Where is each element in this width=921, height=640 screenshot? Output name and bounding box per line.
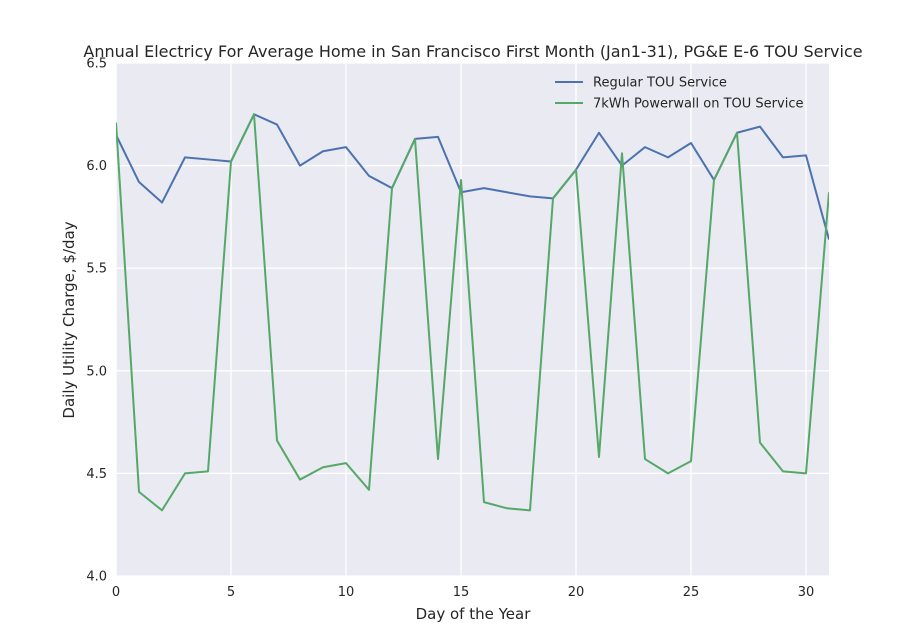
x-tick-label: 0 — [112, 585, 120, 600]
y-tick-label: 5.0 — [86, 364, 107, 379]
series-line-2 — [116, 113, 829, 512]
y-tick-label: 4.0 — [86, 570, 107, 585]
x-axis-label: Day of the Year — [416, 605, 532, 623]
x-tick-labels: 0 5 10 15 20 25 30 — [112, 585, 814, 600]
grid — [115, 62, 829, 577]
x-tick-label: 10 — [338, 585, 355, 600]
legend: Regular TOU Service 7kWh Powerwall on TOU… — [555, 76, 803, 112]
legend-label-1: Regular TOU Service — [593, 76, 727, 91]
y-tick-labels: 4.0 4.5 5.0 5.5 6.0 6.5 — [86, 57, 107, 585]
chart-title: Annual Electricy For Average Home in San… — [83, 42, 862, 61]
plot-area — [116, 63, 829, 576]
x-tick-label: 15 — [453, 585, 470, 600]
x-tick-label: 5 — [227, 585, 235, 600]
x-tick-label: 30 — [798, 585, 815, 600]
legend-label-2: 7kWh Powerwall on TOU Service — [593, 97, 803, 112]
y-tick-label: 6.5 — [86, 57, 107, 72]
y-axis-label: Daily Utility Charge, $/day — [60, 221, 78, 418]
x-tick-label: 25 — [683, 585, 700, 600]
y-tick-label: 6.0 — [86, 159, 107, 174]
x-tick-label: 20 — [568, 585, 585, 600]
series-layer — [116, 113, 829, 512]
y-tick-label: 5.5 — [86, 262, 107, 277]
y-tick-label: 4.5 — [86, 467, 107, 482]
